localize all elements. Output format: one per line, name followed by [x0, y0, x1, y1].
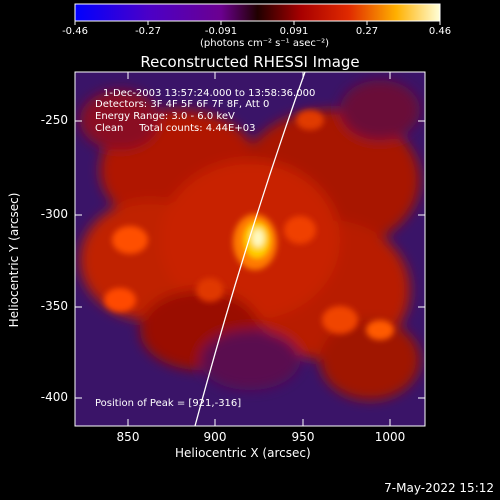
x-tick-label: 900 — [203, 430, 227, 444]
colorbar-units: (photons cm⁻² s⁻¹ asec⁻²) — [200, 38, 330, 49]
colorbar-tick-4: 0.091 — [279, 26, 309, 37]
solar-limb-line — [194, 72, 306, 426]
peak-position-annotation: Position of Peak = [921,-316] — [95, 398, 242, 409]
datestamp: 7-May-2022 15:12 — [384, 481, 494, 495]
plot-title: Reconstructed RHESSI Image — [140, 53, 360, 71]
colorbar-tick-2: -0.27 — [135, 26, 161, 37]
x-tick-label: 950 — [291, 430, 315, 444]
colorbar-tick-5: 0.27 — [355, 26, 379, 37]
colorbar — [74, 3, 441, 22]
colorbar-tick-3: -0.091 — [204, 26, 238, 37]
colorbar-tick-6: 0.46 — [428, 26, 452, 37]
clean-counts-annotation: Clean Total counts: 4.44E+03 — [95, 123, 256, 134]
detectors-annotation: Detectors: 3F 4F 5F 6F 7F 8F, Att 0 — [95, 99, 270, 110]
colorbar-tick-1: -0.46 — [62, 26, 88, 37]
reconstructed-image — [75, 72, 425, 426]
energy-range-annotation: Energy Range: 3.0 - 6.0 keV — [95, 111, 235, 122]
y-tick-label: -300 — [40, 207, 68, 221]
x-axis-label: Heliocentric X (arcsec) — [175, 446, 311, 460]
axis-ticks — [75, 72, 425, 426]
plot-frame — [74, 71, 426, 427]
y-axis-label: Heliocentric Y (arcsec) — [7, 192, 21, 328]
x-tick-label: 1000 — [374, 430, 406, 444]
time-range-annotation: 1-Dec-2003 13:57:24.000 to 13:58:36.000 — [103, 88, 316, 99]
x-tick-label: 850 — [116, 430, 140, 444]
y-tick-label: -400 — [40, 390, 68, 404]
y-tick-label: -350 — [40, 299, 68, 313]
y-tick-label: -250 — [40, 113, 68, 127]
